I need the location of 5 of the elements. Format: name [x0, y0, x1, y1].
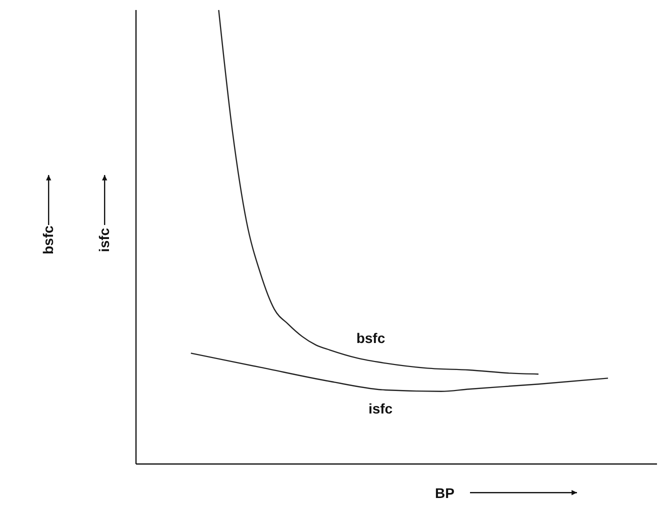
text: bsfc	[40, 226, 56, 254]
series-label: bsfc	[356, 330, 386, 346]
text: isfc	[96, 228, 112, 252]
series-label: isfc	[368, 400, 393, 417]
x-axis-title: BP	[435, 485, 454, 501]
